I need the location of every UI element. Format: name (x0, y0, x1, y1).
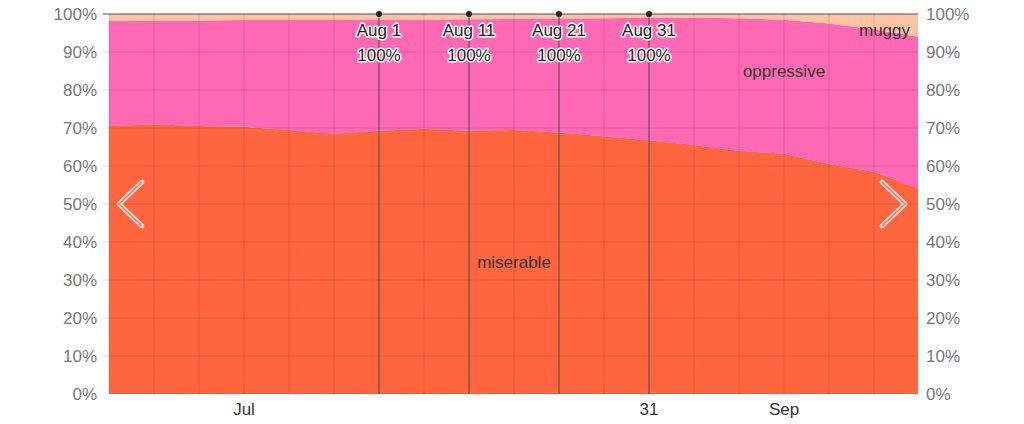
frame-top (103, 14, 918, 15)
y-tick-label: 30% (63, 271, 97, 290)
y-tick-label: 50% (63, 195, 97, 214)
y2-tick-label: 30% (926, 271, 960, 290)
x-grid-line (649, 14, 650, 394)
annotation-line (379, 14, 380, 394)
y-grid-line (103, 280, 918, 281)
nav-right-outline[interactable] (882, 182, 905, 226)
y-tick-label: 10% (63, 347, 97, 366)
y-grid-line (103, 128, 918, 129)
y-tick-label: 20% (63, 309, 97, 328)
annotation-line (469, 14, 470, 394)
annotation-date: Aug 21 (532, 21, 586, 40)
nav-left[interactable] (119, 182, 142, 226)
annotation-line (559, 14, 560, 394)
y-tick-label: 60% (63, 157, 97, 176)
y-grid-line (103, 90, 918, 91)
y-tick-label: 40% (63, 233, 97, 252)
y2-tick-label: 40% (926, 233, 960, 252)
y-tick-label: 80% (63, 81, 97, 100)
y2-tick-label: 50% (926, 195, 960, 214)
annotation-date: Aug 31 (622, 21, 676, 40)
series-label: miserable (477, 253, 551, 272)
chart: 0% 0% 10% 10% 20% 20% 30% 30% 40% 40% 50% 50% 60% 60%… (0, 0, 1024, 424)
y2-tick-label: 20% (926, 309, 960, 328)
annotation-value: 100% (627, 46, 670, 65)
y-tick-label: 90% (63, 43, 97, 62)
annotation-value: 100% (447, 46, 490, 65)
y-grid-line (103, 52, 918, 53)
annotation-value: 100% (537, 46, 580, 65)
y-grid-line (103, 394, 918, 395)
y2-tick-label: 70% (926, 119, 960, 138)
annotation-value: 100% (357, 46, 400, 65)
annotation-dot (556, 11, 562, 17)
x-grid-line (559, 14, 560, 394)
annotation-dot (466, 11, 472, 17)
y2-tick-label: 100% (926, 5, 969, 24)
series-label: muggy (859, 21, 911, 40)
y2-tick-label: 90% (926, 43, 960, 62)
x-grid-line (469, 14, 470, 394)
y2-tick-label: 60% (926, 157, 960, 176)
annotation-date: Aug 11 (443, 21, 496, 40)
y-grid-line (103, 356, 918, 357)
annotation-dot (376, 11, 382, 17)
nav-right[interactable] (882, 182, 905, 226)
y-tick-label: 0% (72, 385, 97, 404)
y-grid-line (103, 318, 918, 319)
y-grid-line (103, 204, 918, 205)
series-label: oppressive (743, 62, 825, 81)
x-tick-label: Sep (769, 400, 799, 419)
y-tick-label: 100% (54, 5, 97, 24)
annotation-line (649, 14, 650, 394)
y-tick-label: 70% (63, 119, 97, 138)
y-grid-line (103, 166, 918, 167)
y2-tick-label: 0% (926, 385, 951, 404)
x-grid-line (379, 14, 380, 394)
y2-tick-label: 80% (926, 81, 960, 100)
x-tick-label: 31 (640, 400, 659, 419)
x-tick-label: Jul (233, 400, 255, 419)
y-grid-line (103, 14, 918, 15)
plot-area (103, 14, 918, 394)
y2-tick-label: 10% (926, 347, 960, 366)
annotation-date: Aug 1 (357, 21, 401, 40)
y-grid-line (103, 242, 918, 243)
nav-left-outline[interactable] (119, 182, 142, 226)
annotation-dot (646, 11, 652, 17)
